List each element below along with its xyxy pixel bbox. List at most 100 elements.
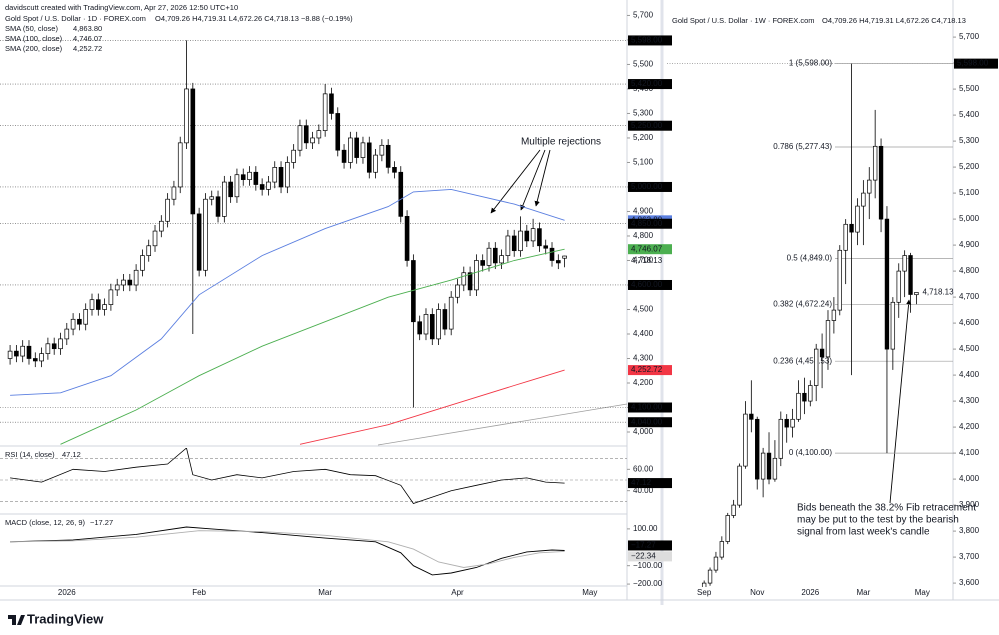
y-tick-label: 4,900 — [959, 240, 980, 249]
y-tick-label: 3,900 — [959, 500, 980, 509]
ohlc-label: O4,709.26 H4,719.31 L4,672.26 C4,718.13 … — [155, 14, 353, 23]
sma-line — [299, 369, 565, 445]
candle-body — [701, 582, 707, 587]
candle-body — [398, 171, 404, 217]
y-tick-label: 5,400 — [959, 110, 980, 119]
price-badge-label: 5,250.00 — [631, 121, 663, 130]
candle-body — [253, 171, 259, 185]
y-tick-label: 4,500 — [633, 305, 654, 314]
candle-body — [7, 350, 13, 359]
candle-body — [499, 255, 504, 264]
candle-body — [322, 93, 328, 131]
price-badge — [628, 478, 672, 489]
price-badge-label: 4,100.00 — [631, 403, 663, 412]
candle-body — [713, 556, 719, 571]
fib-label: 0.382 (4,672.24) — [773, 299, 832, 308]
candle-body — [266, 181, 271, 190]
x-tick-label: Apr — [451, 588, 464, 597]
y-tick-label: 4,900 — [633, 207, 654, 216]
candle-body — [861, 192, 866, 207]
macd-value: −17.27 — [90, 518, 113, 527]
price-badge-label: 4,252.72 — [631, 365, 663, 374]
x-tick-label: Mar — [318, 588, 332, 597]
candle-body — [89, 299, 95, 310]
candle-body — [297, 125, 303, 151]
candle-body — [259, 184, 265, 190]
rejection-arrows — [490, 149, 551, 214]
candle-body — [884, 218, 890, 350]
candle-body — [843, 223, 848, 251]
macd-line — [10, 530, 565, 568]
y-tick-label: 5,100 — [959, 188, 980, 197]
x-tick-label: Nov — [750, 588, 764, 597]
candle-body — [766, 452, 772, 480]
arrow — [534, 149, 551, 207]
candle-body — [707, 569, 713, 584]
y-tick-label: 4,800 — [959, 266, 980, 275]
candle-body — [855, 205, 860, 233]
sma-legend-name: SMA (100, close) — [5, 34, 63, 43]
sma-legend-name: SMA (200, close) — [5, 44, 63, 53]
candle-body — [392, 167, 397, 173]
candle-body — [108, 289, 114, 305]
candle-body — [146, 245, 152, 256]
sma-legend-name: SMA (50, close) — [5, 24, 58, 33]
fib-arrow — [889, 299, 912, 504]
y-tick-label: 5,500 — [633, 60, 654, 69]
candle-body — [429, 314, 435, 340]
candle-body — [247, 171, 252, 180]
price-badge — [628, 402, 672, 413]
y-tick-label: 40.00 — [633, 486, 654, 495]
annotation-line: signal from last week's candle — [797, 527, 930, 538]
y-tick-label: 4,700 — [959, 292, 980, 301]
candle-body — [45, 343, 51, 354]
candle-body — [272, 167, 278, 183]
candle-body — [335, 113, 341, 151]
candle-body — [448, 296, 454, 330]
price-badge — [628, 365, 672, 376]
ohlc-label: O4,709.26 H4,719.31 L4,672.26 C4,718.13 — [822, 16, 966, 25]
price-badge-label: 5,598.00 — [631, 36, 663, 45]
price-badge — [628, 120, 672, 131]
y-tick-label: −100.00 — [633, 561, 663, 570]
y-tick-label: 3,800 — [959, 526, 980, 535]
candle-body — [196, 213, 202, 271]
price-badge-label: 4,040.00 — [631, 417, 663, 426]
candle-body — [203, 198, 208, 271]
chart-header: Gold Spot / U.S. Dollar · 1D · FOREX.com — [5, 14, 146, 23]
y-tick-label: 5,500 — [959, 84, 980, 93]
sma-legend-value: 4,863.80 — [73, 24, 102, 33]
candle-body — [373, 154, 378, 173]
candle-body — [278, 167, 284, 188]
y-tick-label: 4,200 — [633, 378, 654, 387]
candle-body — [737, 465, 742, 506]
candle-body — [819, 348, 825, 358]
candle-body — [837, 249, 842, 311]
candle-body — [209, 196, 215, 200]
candle-body — [222, 181, 227, 217]
y-tick-label: 5,300 — [633, 109, 654, 118]
candle-body — [215, 196, 221, 217]
candle-body — [360, 142, 366, 158]
candle-body — [474, 260, 479, 291]
candle-body — [26, 345, 32, 359]
macd-line — [10, 526, 565, 576]
candle-body — [849, 223, 854, 233]
price-badge — [628, 417, 672, 428]
chart-header: Gold Spot / U.S. Dollar · 1W · FOREX.com — [672, 16, 815, 25]
candle-body — [530, 228, 536, 242]
y-tick-label: 5,100 — [633, 158, 654, 167]
y-tick-label: 5,700 — [959, 32, 980, 41]
candle-body — [379, 144, 385, 156]
candle-body — [831, 309, 837, 321]
candle-body — [814, 348, 819, 386]
candle-body — [549, 247, 555, 261]
candle-body — [291, 149, 296, 163]
candle-body — [285, 162, 290, 188]
price-badge-label: 4,850.00 — [631, 219, 663, 228]
candle-body — [902, 255, 907, 272]
brand-name: TradingView — [27, 611, 104, 626]
candle-body — [872, 145, 878, 181]
